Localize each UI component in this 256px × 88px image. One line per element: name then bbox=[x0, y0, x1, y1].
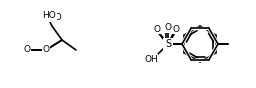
Text: S: S bbox=[165, 39, 171, 49]
Text: HO: HO bbox=[42, 12, 56, 21]
Text: O: O bbox=[165, 23, 172, 32]
Text: O: O bbox=[173, 24, 179, 34]
Text: O: O bbox=[154, 24, 161, 34]
Text: O: O bbox=[42, 45, 49, 54]
Text: HO: HO bbox=[48, 12, 62, 21]
Text: O: O bbox=[42, 45, 49, 54]
Text: OH: OH bbox=[144, 54, 158, 64]
Text: O: O bbox=[24, 45, 30, 54]
